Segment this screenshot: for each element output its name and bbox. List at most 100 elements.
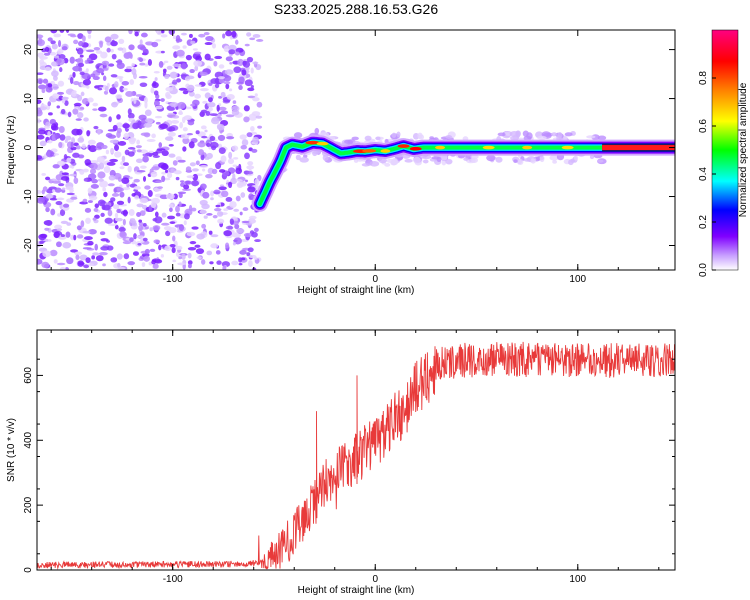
noise-blob [225,242,230,249]
noise-blob [121,155,126,162]
noise-blob [62,242,72,249]
noise-blob [223,230,232,237]
noise-blob [184,180,193,185]
snr-frame [36,329,676,571]
noise-blob [165,193,175,200]
noise-blob [218,169,226,173]
noise-blob [105,149,110,155]
noise-blob [202,100,208,104]
ridge-halo [375,136,381,141]
snr-ytick-label: 600 [23,367,34,384]
noise-blob [92,108,98,111]
noise-blob [109,158,118,163]
noise-blob [153,239,161,244]
noise-blob [90,184,99,189]
noise-blob [160,50,165,54]
noise-blob [132,122,140,130]
noise-blob [59,67,63,73]
noise-blob [160,98,165,102]
noise-blob [66,222,72,226]
noise-blob [44,227,50,231]
noise-blob [133,233,137,240]
noise-blob [100,51,108,59]
noise-blob [243,105,250,112]
noise-blob [134,195,140,200]
noise-blob [116,114,121,120]
noise-blob [225,196,233,202]
noise-blob [235,39,239,45]
noise-blob [251,148,258,153]
noise-blob [82,230,91,234]
noise-blob [93,207,99,213]
noise-blob [53,231,60,238]
noise-blob [133,97,137,104]
noise-blob [225,30,233,37]
noise-blob [163,60,169,64]
noise-blob [50,30,58,34]
noise-blob [180,62,187,70]
noise-blob [123,253,130,260]
noise-blob [90,162,98,170]
noise-blob [119,191,125,198]
noise-blob [132,251,139,256]
noise-blob [219,184,225,187]
noise-blob [173,35,177,40]
noise-blob [61,99,66,104]
noise-blob [47,239,52,242]
noise-blob [188,91,195,97]
colorbar-tick-label: 0.6 [698,119,709,133]
noise-blob [61,96,69,100]
noise-blob [190,40,196,45]
noise-blob [72,71,76,78]
noise-blob [142,223,147,227]
ridge-halo [470,154,479,159]
noise-blob [69,76,74,85]
snr-xlabel: Height of straight line (km) [298,585,415,596]
noise-blob [127,112,135,119]
noise-blob [169,71,178,79]
ridge-halo [322,154,329,161]
noise-blob [61,172,69,176]
noise-blob [203,215,208,219]
noise-blob [134,31,139,37]
noise-blob [42,250,51,258]
ridge-halo [471,157,478,163]
noise-blob [217,218,225,224]
noise-blob [228,49,236,55]
noise-blob [209,261,214,265]
noise-blob [41,261,50,269]
ridge-halo [486,154,496,162]
noise-blob [50,208,56,216]
noise-blob [186,175,195,179]
noise-blob [246,56,254,63]
noise-blob [97,129,101,135]
noise-blob [246,165,255,170]
noise-blob [123,132,130,140]
noise-blob [232,241,236,246]
noise-blob [122,123,130,129]
noise-blob [56,160,66,167]
noise-blob [178,111,184,115]
noise-blob [46,188,54,194]
noise-blob [223,208,229,212]
noise-blob [142,237,148,242]
noise-blob [136,203,144,208]
noise-blob [236,228,245,234]
noise-blob [249,37,256,41]
noise-blob [44,46,50,52]
noise-blob [229,61,233,65]
noise-blob [85,217,91,224]
ridge-halo [422,159,429,164]
noise-blob [45,220,53,226]
noise-blob [233,208,240,212]
noise-blob [195,248,205,255]
noise-blob [161,150,169,157]
noise-blob [152,155,160,158]
noise-blob [110,74,118,78]
noise-blob [127,196,131,204]
noise-blob [138,221,144,227]
ridge-halo [497,132,506,137]
noise-blob [201,223,207,229]
noise-blob [72,65,81,72]
noise-blob [189,241,197,245]
